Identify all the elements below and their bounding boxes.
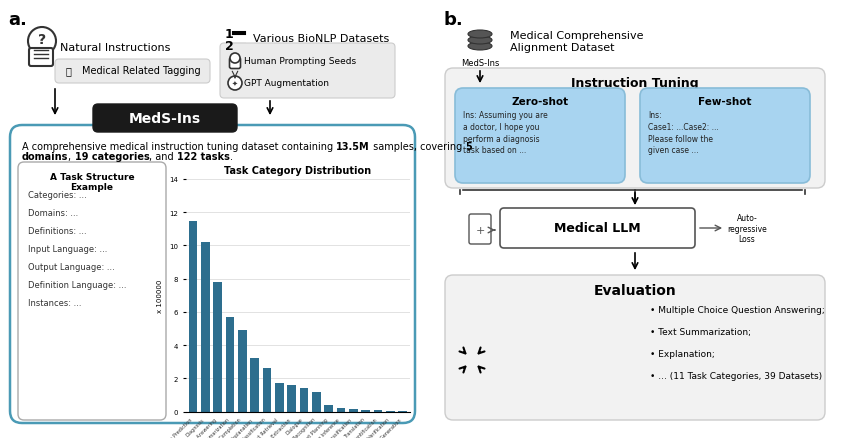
Text: Few-shot: Few-shot	[698, 97, 752, 107]
Text: Zero-shot: Zero-shot	[512, 97, 569, 107]
FancyBboxPatch shape	[220, 44, 395, 99]
Text: Medical LLM: Medical LLM	[554, 222, 641, 235]
Text: 13.5M: 13.5M	[337, 141, 370, 152]
Text: • Explanation;: • Explanation;	[650, 349, 715, 358]
Bar	[213, 283, 222, 412]
Text: Categories: ...: Categories: ...	[28, 191, 87, 200]
Bar	[225, 317, 234, 412]
Text: samples, covering: samples, covering	[370, 141, 465, 152]
Text: Input Language: ...: Input Language: ...	[28, 244, 107, 254]
Text: ?: ?	[38, 33, 46, 47]
Text: ✦: ✦	[232, 81, 238, 87]
Text: • Multiple Choice Question Answering;: • Multiple Choice Question Answering;	[650, 305, 825, 314]
Text: ,: ,	[68, 152, 74, 162]
Text: A Task Structure
Example: A Task Structure Example	[50, 173, 135, 192]
FancyBboxPatch shape	[230, 58, 241, 69]
Text: Natural Instructions: Natural Instructions	[60, 43, 170, 53]
FancyBboxPatch shape	[640, 89, 810, 184]
Text: 1: 1	[225, 28, 234, 40]
FancyBboxPatch shape	[445, 276, 825, 420]
Text: +: +	[476, 226, 485, 236]
Bar	[275, 384, 284, 412]
Bar	[201, 243, 210, 412]
Text: A comprehensive medical instruction tuning dataset containing: A comprehensive medical instruction tuni…	[22, 141, 337, 152]
Bar	[299, 389, 308, 412]
Text: Definitions: ...: Definitions: ...	[28, 226, 86, 236]
Title: Task Category Distribution: Task Category Distribution	[224, 166, 371, 176]
Text: Medical Comprehensive
Alignment Dataset: Medical Comprehensive Alignment Dataset	[510, 31, 644, 53]
FancyBboxPatch shape	[93, 105, 237, 133]
FancyBboxPatch shape	[55, 60, 210, 84]
Text: GPT Augmentation: GPT Augmentation	[244, 79, 329, 88]
Text: Ins:
Case1: ...Case2: ...
Please follow the
given case ...: Ins: Case1: ...Case2: ... Please follow …	[648, 111, 719, 155]
Bar	[374, 410, 382, 412]
Text: • Text Summarization;: • Text Summarization;	[650, 327, 751, 336]
Text: 5: 5	[465, 141, 472, 152]
Bar	[262, 369, 271, 412]
Text: Output Language: ...: Output Language: ...	[28, 262, 115, 272]
Circle shape	[230, 54, 240, 64]
FancyBboxPatch shape	[500, 208, 695, 248]
FancyBboxPatch shape	[18, 162, 166, 420]
Text: Definition Language: ...: Definition Language: ...	[28, 280, 127, 290]
Text: a.: a.	[8, 11, 27, 29]
Ellipse shape	[468, 37, 492, 45]
Bar	[324, 405, 333, 412]
Text: Auto-
regressive
Loss: Auto- regressive Loss	[727, 214, 766, 244]
FancyBboxPatch shape	[469, 215, 491, 244]
Bar	[386, 411, 394, 412]
Text: 2: 2	[225, 39, 234, 53]
Bar	[337, 408, 345, 412]
Text: 122 tasks: 122 tasks	[177, 152, 230, 162]
Bar	[189, 221, 198, 412]
Ellipse shape	[468, 31, 492, 39]
Text: b.: b.	[443, 11, 463, 29]
Bar	[287, 385, 296, 412]
Text: MedS-Ins: MedS-Ins	[129, 112, 201, 126]
Text: .: .	[230, 152, 233, 162]
Text: Instances: ...: Instances: ...	[28, 298, 81, 307]
FancyBboxPatch shape	[455, 89, 625, 184]
Text: Domains: ...: Domains: ...	[28, 208, 79, 218]
Text: MedS-Ins: MedS-Ins	[461, 59, 499, 68]
Y-axis label: x 100000: x 100000	[157, 279, 163, 312]
FancyBboxPatch shape	[10, 126, 415, 423]
Text: • ... (11 Task Categories, 39 Datasets): • ... (11 Task Categories, 39 Datasets)	[650, 371, 822, 380]
FancyBboxPatch shape	[445, 69, 825, 189]
Bar	[250, 359, 259, 412]
Bar	[349, 409, 357, 412]
Ellipse shape	[468, 43, 492, 51]
FancyBboxPatch shape	[29, 49, 53, 67]
Text: domains: domains	[22, 152, 68, 162]
Text: , and: , and	[149, 152, 177, 162]
Text: Various BioNLP Datasets: Various BioNLP Datasets	[253, 34, 389, 44]
Text: Ins: Assuming you are
a doctor, I hope you
perform a diagnosis
task based on ...: Ins: Assuming you are a doctor, I hope y…	[463, 111, 548, 155]
Text: Evaluation: Evaluation	[594, 283, 677, 297]
Text: Human Prompting Seeds: Human Prompting Seeds	[244, 57, 356, 65]
Text: Medical Related Tagging: Medical Related Tagging	[82, 66, 200, 76]
Circle shape	[28, 28, 56, 56]
Bar	[312, 392, 320, 412]
Text: 19 categories: 19 categories	[74, 152, 149, 162]
Text: Instruction Tuning: Instruction Tuning	[571, 77, 699, 90]
Text: 🔍: 🔍	[65, 66, 71, 76]
Bar	[238, 330, 247, 412]
Circle shape	[228, 77, 242, 91]
Bar	[398, 411, 406, 412]
Bar	[362, 410, 370, 412]
